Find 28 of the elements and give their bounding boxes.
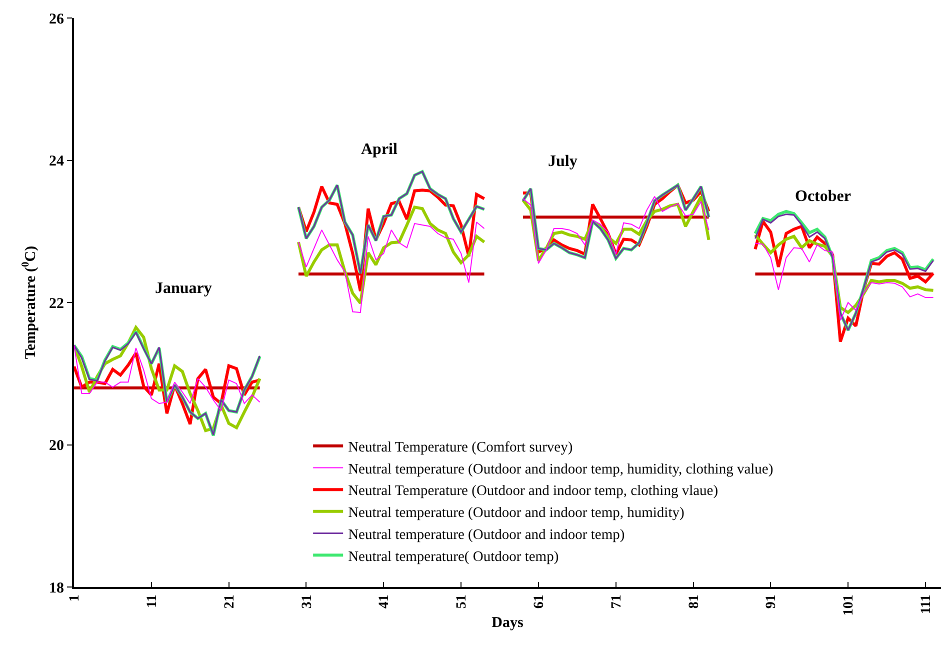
y-tick-label: 26 [49, 11, 64, 28]
annotation: January [155, 280, 212, 297]
x-tick-label: 41 [377, 594, 392, 609]
x-tick-label: 21 [222, 594, 238, 609]
x-tick-label: 111 [919, 594, 934, 614]
legend-label: Neutral temperature( Outdoor temp) [348, 548, 559, 565]
legend-label: Neutral temperature (Outdoor and indoor temp, humidity, clothing value) [348, 461, 774, 478]
legend-label: Neutral temperature (Outdoor and indoor temp, humidity) [348, 505, 684, 522]
x-tick-label: 81 [686, 594, 702, 609]
x-tick-label: 101 [842, 594, 857, 616]
y-tick-label: 22 [49, 296, 64, 312]
x-tick-label: 1 [68, 594, 83, 602]
annotation: October [795, 188, 851, 205]
y-tick-label: 18 [49, 580, 64, 596]
legend-label: Neutral Temperature (Comfort survey) [348, 440, 573, 456]
x-tick-label: 11 [144, 594, 160, 608]
x-axis-title: Days [492, 615, 524, 632]
x-tick-label: 51 [454, 594, 470, 609]
legend-label: Neutral Temperature (Outdoor and indoor temp, clothing vlaue) [348, 483, 718, 500]
x-tick-label: 71 [609, 594, 624, 609]
y-tick-label: 24 [49, 154, 64, 170]
annotation: April [361, 141, 398, 158]
annotation: July [548, 153, 578, 170]
x-tick-label: 91 [764, 594, 780, 609]
y-tick-label: 20 [49, 438, 64, 454]
legend-label: Neutral temperature (Outdoor and indoor temp) [348, 526, 625, 543]
x-tick-label: 31 [300, 594, 315, 609]
x-tick-label: 61 [532, 594, 548, 609]
